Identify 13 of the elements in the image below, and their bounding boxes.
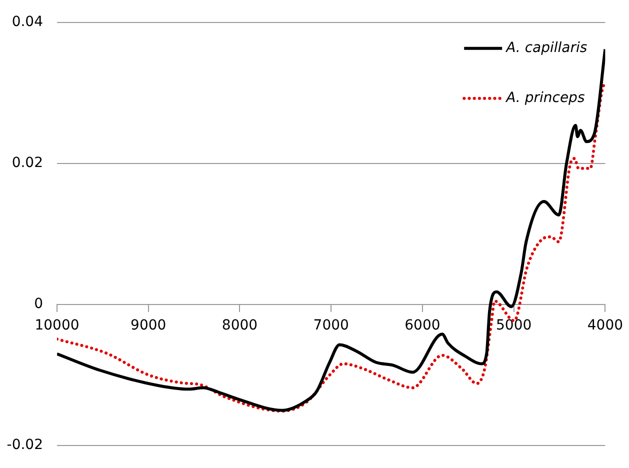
x-tick-label: 4000 xyxy=(587,318,624,334)
x-tick-label: 6000 xyxy=(404,318,440,334)
x-tick-label: 9000 xyxy=(130,318,166,334)
x-tick-label: 10000 xyxy=(34,318,80,334)
x-tick-label: 8000 xyxy=(222,318,258,334)
y-tick-label: 0.04 xyxy=(12,14,44,30)
legend-label: A. princeps xyxy=(505,90,585,106)
y-tick-label: -0.02 xyxy=(6,437,43,454)
y-tick-label: 0 xyxy=(34,296,43,312)
legend-label: A. capillaris xyxy=(505,40,588,56)
x-tick-label: 5000 xyxy=(496,318,532,334)
x-tick-label: 7000 xyxy=(313,318,349,334)
y-tick-label: 0.02 xyxy=(12,155,43,172)
